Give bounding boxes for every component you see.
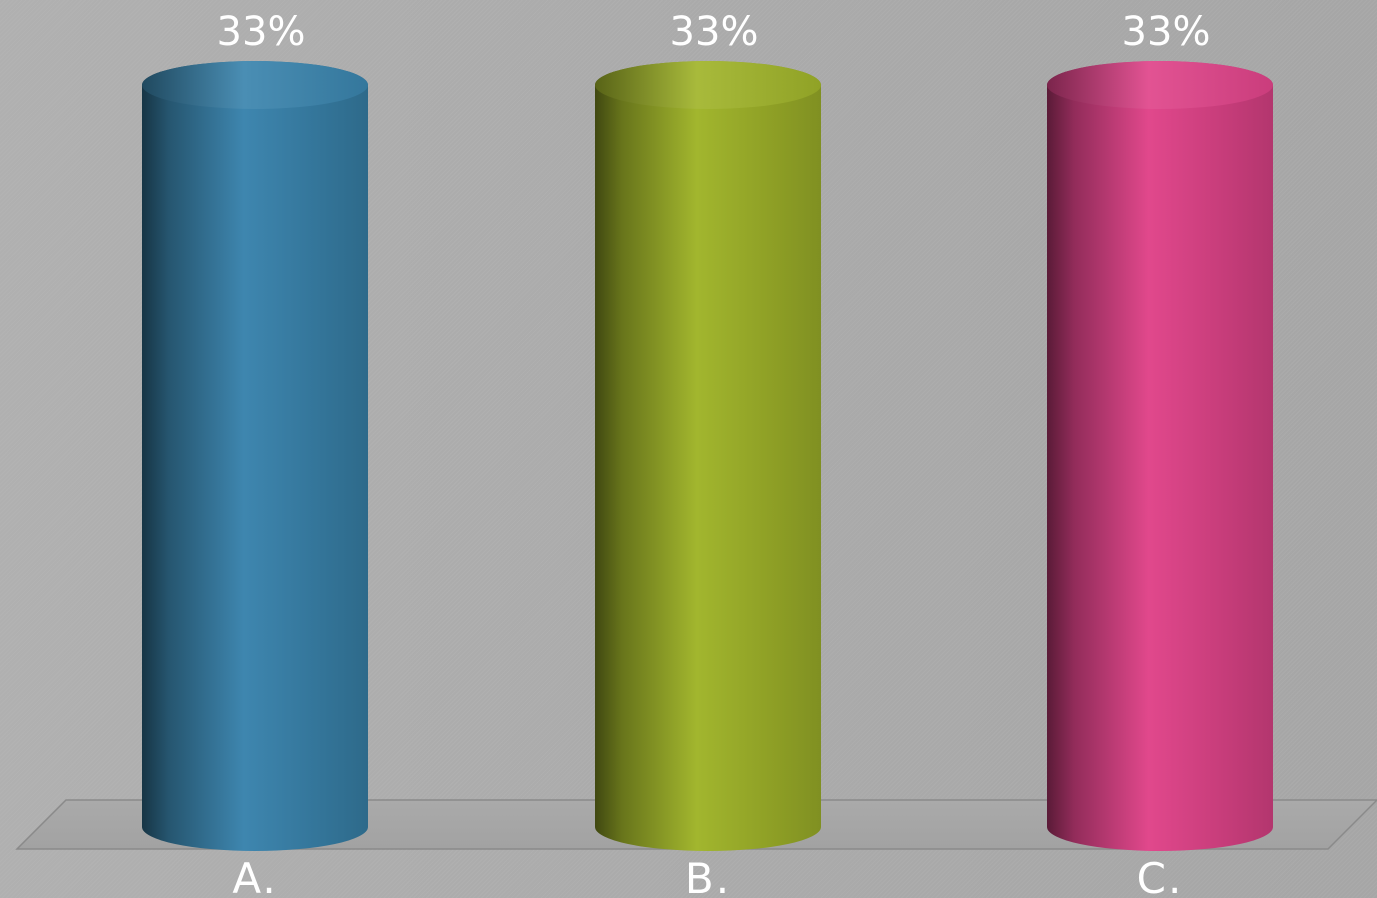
value-label-2: 33%	[670, 9, 759, 55]
category-label-1: A.	[232, 854, 277, 898]
value-label-3: 33%	[1122, 9, 1211, 55]
category-labels: A. B. C.	[232, 854, 1184, 898]
category-label-2: B.	[685, 854, 731, 898]
bar-body	[142, 61, 368, 851]
bar-top	[595, 61, 821, 109]
bars	[142, 61, 1273, 851]
bar-top	[1047, 61, 1273, 109]
bar-body	[595, 61, 821, 851]
bar-3	[1047, 61, 1273, 851]
bar-1	[142, 61, 368, 851]
category-label-3: C.	[1137, 854, 1184, 898]
value-label-1: 33%	[217, 9, 306, 55]
value-labels: 33% 33% 33%	[217, 9, 1211, 55]
bar-top	[142, 61, 368, 109]
bar-body	[1047, 61, 1273, 851]
bar-2	[595, 61, 821, 851]
